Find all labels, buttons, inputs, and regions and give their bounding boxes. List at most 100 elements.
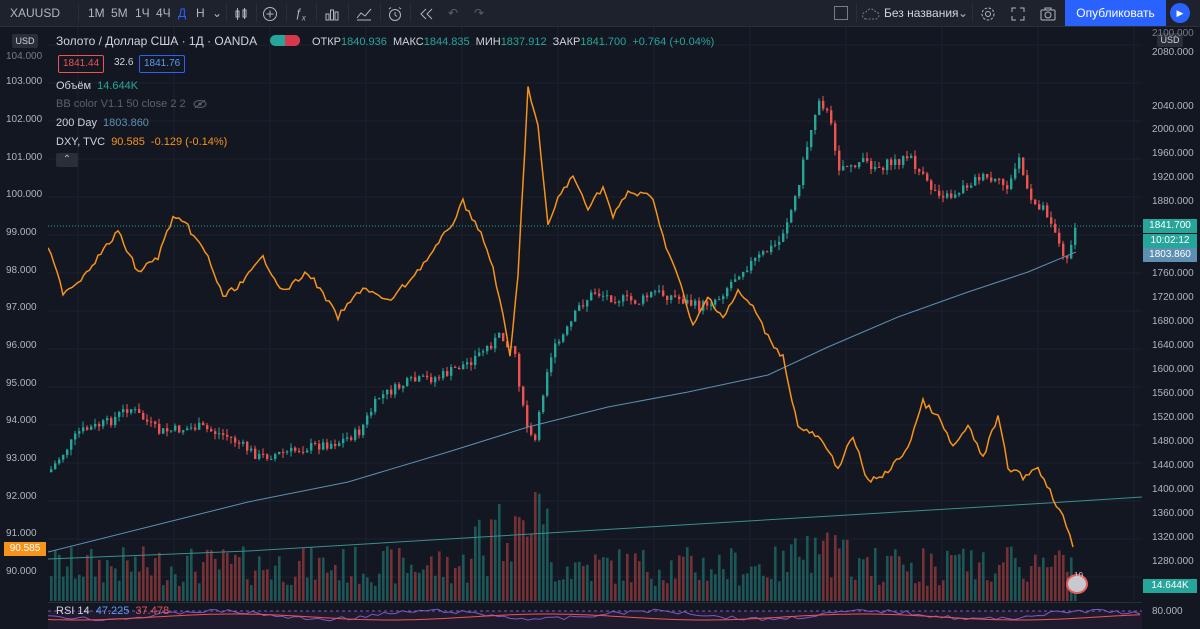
right-tick: 1560.000 xyxy=(1152,388,1194,399)
rsi-chart xyxy=(48,608,1142,629)
right-currency-badge[interactable]: USD xyxy=(1157,33,1183,47)
symbol-search[interactable]: XAUUSD xyxy=(10,6,61,20)
right-tick: 1760.000 xyxy=(1152,268,1194,279)
right-tick: 1600.000 xyxy=(1152,364,1194,375)
interval-5m[interactable]: 5М xyxy=(111,6,128,20)
countdown-tag: 10:02:12 xyxy=(1143,234,1197,248)
bb-legend[interactable]: BB color V1.1 50 close 2 2 xyxy=(56,98,207,110)
fullscreen-icon[interactable] xyxy=(1011,0,1025,26)
rsi-label: RSI 14 xyxy=(56,605,90,617)
volume-legend[interactable]: Объём 14.644K xyxy=(56,80,138,92)
left-tick: 101.000 xyxy=(6,152,43,163)
dxy-value: 90.585 xyxy=(111,136,145,148)
dxy-line xyxy=(48,86,1074,548)
left-tick: 95.000 xyxy=(6,378,37,389)
left-tick: 91.000 xyxy=(6,528,37,539)
play-icon[interactable]: ▶ xyxy=(1170,3,1190,23)
right-tick: 2000.000 xyxy=(1152,124,1194,135)
candles-icon[interactable] xyxy=(234,0,248,26)
right-tick: 1360.000 xyxy=(1152,508,1194,519)
last-price-tag: 1841.700 xyxy=(1143,219,1197,233)
layout-checkbox[interactable] xyxy=(834,6,848,20)
candlesticks xyxy=(50,95,1077,473)
volume-label: Объём xyxy=(56,80,92,92)
right-tick: 2100.000 xyxy=(1152,28,1194,39)
right-tick: 1880.000 xyxy=(1152,196,1194,207)
eye-hidden-icon[interactable] xyxy=(193,99,207,109)
left-tick: 94.000 xyxy=(6,415,37,426)
compare-icon[interactable] xyxy=(356,0,372,26)
left-tick: 98.000 xyxy=(6,265,37,276)
left-tick: 102.000 xyxy=(6,114,43,125)
add-indicator-icon[interactable] xyxy=(262,0,278,26)
event-flag-icon[interactable] xyxy=(1066,574,1088,594)
right-tick: 1320.000 xyxy=(1152,532,1194,543)
undo-icon[interactable]: ↶ xyxy=(448,6,459,20)
volume-bars xyxy=(50,492,1077,601)
change-value: +0.764 (+0.04%) xyxy=(632,36,715,48)
interval-week[interactable]: Н xyxy=(196,6,205,20)
divider xyxy=(78,4,79,22)
layout-name[interactable]: Без названия xyxy=(884,6,959,20)
left-currency-badge[interactable]: USD xyxy=(12,34,38,48)
rsi-pane[interactable]: RSI 14 47.225 37.478 xyxy=(48,602,1142,629)
dxy-axis-tag: 90.585 xyxy=(4,542,46,556)
right-tick: 1520.000 xyxy=(1152,412,1194,423)
chevron-down-icon[interactable]: ⌄ xyxy=(212,6,223,20)
volume-tag: 14.644K xyxy=(1143,579,1197,593)
symbol-title[interactable]: Золото / Доллар США · 1Д · OANDA xyxy=(56,34,258,48)
right-tick: 1720.000 xyxy=(1152,292,1194,303)
low-label: МИН xyxy=(475,36,501,48)
ma-value: 1803.860 xyxy=(103,117,149,129)
ma-price-tag: 1803.860 xyxy=(1143,248,1197,262)
dxy-label: DXY, TVC xyxy=(56,136,106,148)
open-label: ОТКР xyxy=(312,36,342,48)
alert-icon[interactable] xyxy=(387,0,403,26)
right-tick: 1480.000 xyxy=(1152,436,1194,447)
ma-legend[interactable]: 200 Day 1803.860 xyxy=(56,117,149,129)
right-tick: 2040.000 xyxy=(1152,101,1194,112)
cloud-icon xyxy=(862,0,880,26)
replay-icon[interactable] xyxy=(419,0,433,26)
left-tick: 96.000 xyxy=(6,340,37,351)
camera-icon[interactable] xyxy=(1040,0,1056,26)
visibility-toggle-right xyxy=(285,35,300,46)
price-chart[interactable] xyxy=(48,27,1142,601)
right-tick: 1640.000 xyxy=(1152,340,1194,351)
fx-icon[interactable]: ƒx xyxy=(295,6,306,23)
right-tick: 1400.000 xyxy=(1152,484,1194,495)
rsi-level-tick: 80.000 xyxy=(1152,606,1183,617)
left-tick: 90.000 xyxy=(6,566,37,577)
left-tick: 104.000 xyxy=(6,51,43,62)
settings-icon[interactable] xyxy=(980,0,996,26)
interval-4h[interactable]: 4Ч xyxy=(156,6,171,20)
bb-line xyxy=(48,496,1142,560)
bars-icon[interactable] xyxy=(325,0,339,26)
low-value: 1837.912 xyxy=(500,36,547,48)
buy-price[interactable]: 1841.76 xyxy=(139,55,186,73)
dxy-legend[interactable]: DXY, TVC 90.585 -0.129 (-0.14%) xyxy=(56,136,227,148)
publish-button[interactable]: Опубликовать xyxy=(1065,0,1166,26)
top-toolbar: XAUUSD 1М 5М 1Ч 4Ч Д Н ⌄ ƒx ↶ ↷ Без назв… xyxy=(0,0,1200,27)
right-tick: 1280.000 xyxy=(1152,556,1194,567)
ma-200-line xyxy=(48,251,1077,553)
right-tick: 1960.000 xyxy=(1152,148,1194,159)
rsi-legend[interactable]: RSI 14 47.225 37.478 xyxy=(56,605,169,617)
right-tick: 1440.000 xyxy=(1152,460,1194,471)
ma-label: 200 Day xyxy=(56,117,97,129)
interval-1m[interactable]: 1М xyxy=(88,6,105,20)
chevron-down-icon[interactable]: ⌄ xyxy=(958,6,969,20)
interval-day[interactable]: Д xyxy=(178,6,187,20)
volume-value: 14.644K xyxy=(97,80,139,92)
interval-1h[interactable]: 1Ч xyxy=(135,6,150,20)
left-tick: 97.000 xyxy=(6,302,37,313)
high-label: МАКС xyxy=(392,36,424,48)
ohlc-readout: ОТКР1840.936 МАКС1844.835 МИН1837.912 ЗА… xyxy=(312,36,714,48)
redo-icon[interactable]: ↷ xyxy=(474,6,485,20)
right-tick: 2080.000 xyxy=(1152,47,1194,58)
rsi-value: 47.225 xyxy=(95,605,130,617)
sell-price[interactable]: 1841.44 xyxy=(58,55,105,73)
collapse-legend-icon[interactable]: ⌃ xyxy=(56,153,78,167)
left-tick: 93.000 xyxy=(6,453,37,464)
close-value: 1841.700 xyxy=(580,36,627,48)
